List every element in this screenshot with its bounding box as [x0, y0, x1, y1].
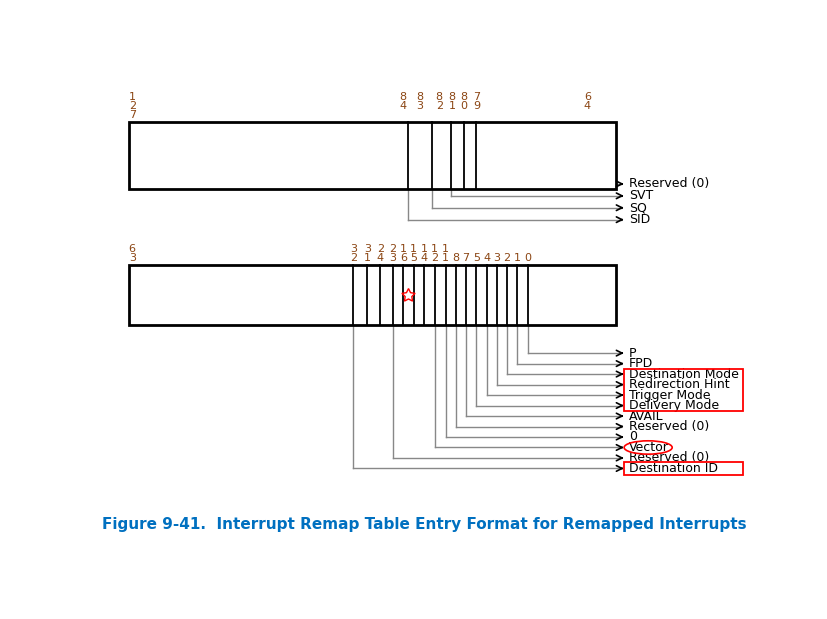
Text: 5: 5 [473, 253, 480, 262]
Text: 3: 3 [494, 253, 500, 262]
Text: Figure 9-41.  Interrupt Remap Table Entry Format for Remapped Interrupts: Figure 9-41. Interrupt Remap Table Entry… [102, 517, 746, 532]
Text: 2: 2 [129, 101, 136, 111]
Text: Reserved (0): Reserved (0) [629, 178, 710, 191]
Text: 7: 7 [462, 253, 470, 262]
Text: 1: 1 [442, 244, 449, 254]
Text: 0: 0 [629, 430, 637, 443]
Text: 1: 1 [420, 244, 428, 254]
Text: 8: 8 [452, 253, 460, 262]
Bar [129, 122, 616, 189]
Text: Reserved (0): Reserved (0) [629, 420, 710, 433]
Text: 2: 2 [390, 244, 397, 254]
Text: 1: 1 [448, 101, 456, 111]
Text: 0: 0 [524, 253, 531, 262]
Text: 7: 7 [129, 110, 136, 119]
Text: 1: 1 [410, 244, 417, 254]
Bar [624, 462, 743, 475]
Text: 1: 1 [364, 253, 371, 262]
Text: SID: SID [629, 213, 650, 226]
Text: 3: 3 [364, 244, 371, 254]
Text: 4: 4 [399, 101, 406, 111]
Text: Destination ID: Destination ID [629, 462, 718, 475]
Text: 1: 1 [399, 244, 407, 254]
Text: Trigger Mode: Trigger Mode [629, 389, 710, 402]
Text: 3: 3 [350, 244, 356, 254]
Text: 2: 2 [504, 253, 511, 262]
Text: 0: 0 [461, 101, 468, 111]
Text: 3: 3 [129, 253, 136, 262]
Text: 5: 5 [410, 253, 417, 262]
Text: 8: 8 [448, 92, 456, 102]
Text: 4: 4 [483, 253, 490, 262]
Text: 9: 9 [473, 101, 480, 111]
Text: 3: 3 [417, 101, 423, 111]
Bar [129, 265, 616, 324]
Text: Reserved (0): Reserved (0) [629, 451, 710, 464]
Text: 1: 1 [431, 244, 438, 254]
Text: 2: 2 [350, 253, 357, 262]
Text: Destination Mode: Destination Mode [629, 368, 739, 381]
Text: 4: 4 [376, 253, 384, 262]
Text: 1: 1 [514, 253, 521, 262]
Text: SQ: SQ [629, 201, 647, 214]
Text: 2: 2 [436, 101, 442, 111]
Bar [624, 369, 743, 411]
Text: 8: 8 [461, 92, 468, 102]
Text: P: P [629, 347, 637, 360]
Text: 3: 3 [390, 253, 397, 262]
Text: 1: 1 [442, 253, 449, 262]
Text: Redirection Hint: Redirection Hint [629, 378, 729, 391]
Text: 8: 8 [436, 92, 442, 102]
Text: FPD: FPD [629, 357, 653, 370]
Text: 6: 6 [399, 253, 407, 262]
Text: 7: 7 [473, 92, 480, 102]
Text: 4: 4 [420, 253, 428, 262]
Text: SVT: SVT [629, 189, 653, 202]
Text: 2: 2 [431, 253, 438, 262]
Text: 4: 4 [584, 101, 590, 111]
Text: 1: 1 [129, 92, 136, 102]
Text: 8: 8 [417, 92, 423, 102]
Text: 6: 6 [584, 92, 590, 102]
Text: AVAIL: AVAIL [629, 410, 663, 423]
Text: Vector: Vector [629, 441, 669, 454]
Text: Delivery Mode: Delivery Mode [629, 399, 719, 412]
Text: 6: 6 [129, 244, 136, 254]
Text: 2: 2 [376, 244, 384, 254]
Text: 8: 8 [399, 92, 406, 102]
